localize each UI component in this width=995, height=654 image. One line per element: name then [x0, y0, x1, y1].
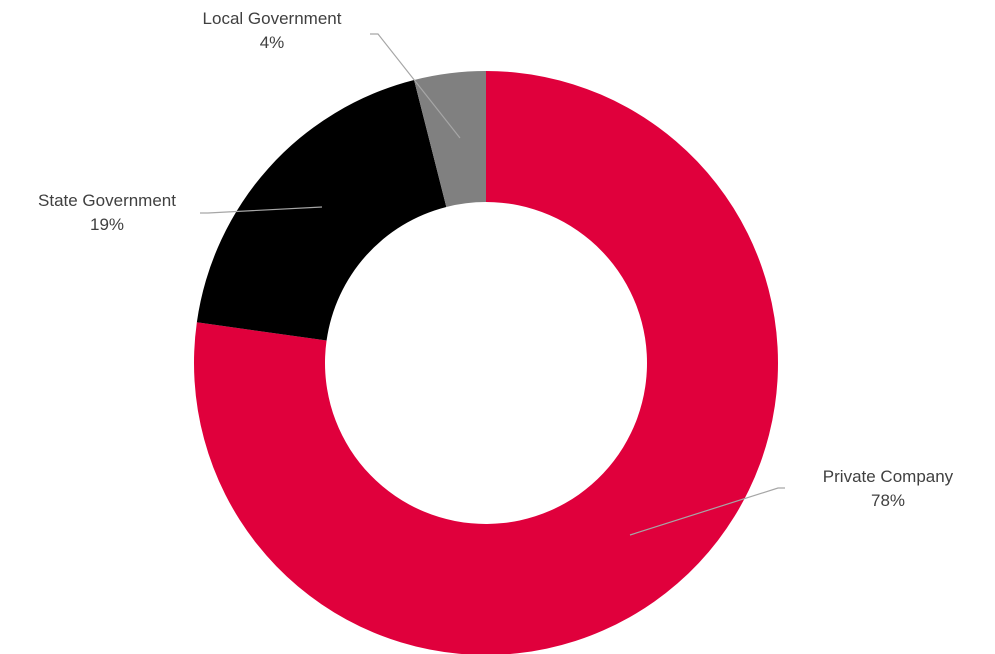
- slices-layer: [194, 71, 778, 654]
- slice-label-state-government: State Government: [38, 191, 176, 210]
- slice-percent-state-government: 19%: [90, 215, 124, 234]
- labels-layer: Private Company 78% State Government 19% Loc…: [38, 9, 954, 510]
- leader-line-private-company: [629, 487, 785, 536]
- slice-state-government: [196, 79, 447, 341]
- leader-line-local-government: [370, 33, 461, 139]
- slice-percent-private-company: 78%: [871, 491, 905, 510]
- leader-line-state-government: [200, 206, 323, 214]
- slice-local-government: [414, 71, 486, 207]
- slice-label-local-government: Local Government: [203, 9, 342, 28]
- slice-label-private-company: Private Company: [823, 467, 954, 486]
- slice-percent-local-government: 4%: [260, 33, 285, 52]
- leader-lines-layer: [200, 33, 785, 536]
- slice-private-company: [194, 71, 778, 654]
